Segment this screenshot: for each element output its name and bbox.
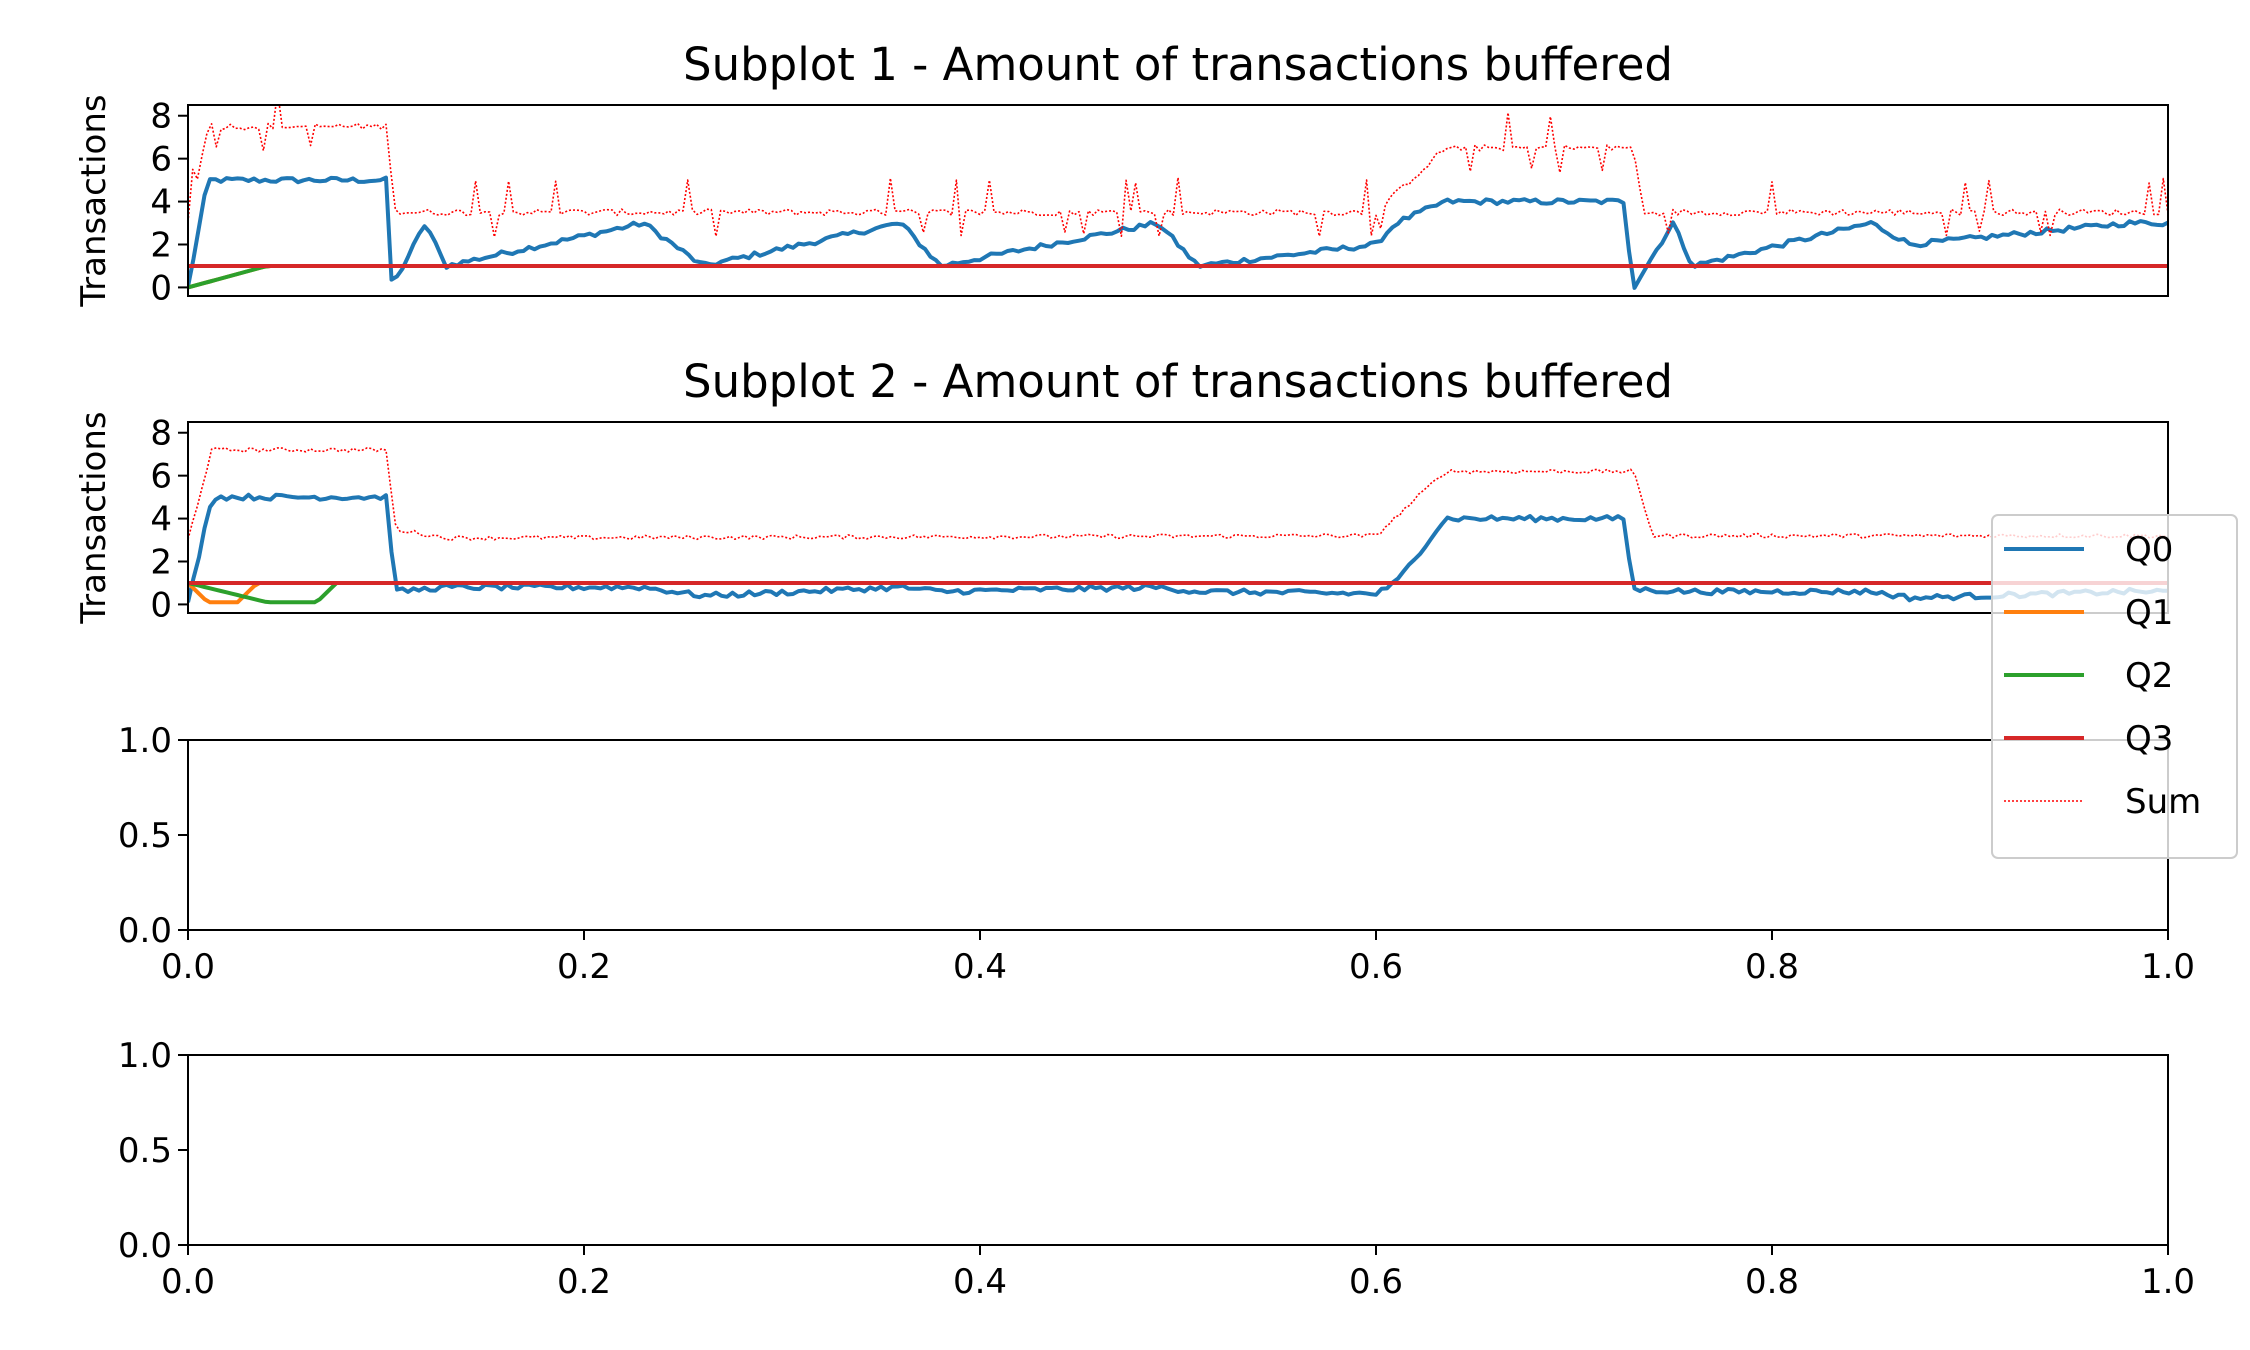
x-tick-label: 1.0 — [2141, 947, 2195, 987]
y-tick-label: 0.5 — [118, 816, 172, 856]
x-tick-label: 0.0 — [161, 1262, 215, 1302]
y-tick-label: 0.0 — [118, 1226, 172, 1266]
y-tick-label: 8 — [150, 97, 172, 137]
subplot-2-series — [188, 447, 2168, 605]
legend-label: Sum — [2125, 782, 2201, 822]
y-tick-label: 0 — [150, 585, 172, 625]
x-tick-label: 0.4 — [953, 1262, 1007, 1302]
legend-label: Q0 — [2125, 530, 2173, 570]
subplot-1-frame — [187, 104, 2169, 297]
legend: Q0 Q1 Q2 Q3 Sum — [1991, 514, 2238, 859]
y-tick-label: 6 — [150, 457, 172, 497]
subplot-2: Subplot 2 - Amount of transactions buffe… — [74, 355, 2169, 625]
x-tick-label: 0.8 — [1745, 947, 1799, 987]
x-tick-label: 0.0 — [161, 947, 215, 987]
y-tick-label: 0 — [150, 268, 172, 308]
legend-item-sum: Sum — [2004, 782, 2201, 822]
y-tick-label: 1.0 — [118, 721, 172, 761]
legend-item-q2: Q2 — [2004, 656, 2173, 696]
y-tick-label: 4 — [150, 500, 172, 540]
y-tick-label: 2 — [150, 542, 172, 582]
series-line-sum — [188, 105, 2168, 238]
y-tick-label: 8 — [150, 414, 172, 454]
subplot-4-frame — [187, 1054, 2169, 1246]
plots-layer: Subplot 1 - Amount of transactions buffe… — [74, 38, 2195, 1302]
legend-label: Q1 — [2125, 593, 2173, 633]
subplot-1-series — [188, 105, 2168, 290]
y-tick-label: 6 — [150, 140, 172, 180]
x-tick-label: 0.2 — [557, 1262, 611, 1302]
y-tick-label: 1.0 — [118, 1036, 172, 1076]
subplot-1: Subplot 1 - Amount of transactions buffe… — [74, 38, 2169, 308]
y-tick-label: 4 — [150, 183, 172, 223]
legend-item-q0: Q0 — [2004, 530, 2173, 570]
series-line-sum — [188, 447, 2168, 541]
y-tick-label: 0.5 — [118, 1131, 172, 1171]
subplot-3: 0.0 0.5 1.0 0.0 0.2 0.4 0.6 0.8 1.0 — [118, 721, 2195, 987]
x-tick-label: 0.6 — [1349, 1262, 1403, 1302]
subplot-2-ylabel: Transactions — [74, 411, 114, 624]
legend-label: Q3 — [2125, 719, 2173, 759]
subplot-4: 0.0 0.5 1.0 0.0 0.2 0.4 0.6 0.8 1.0 — [118, 1036, 2195, 1302]
series-line-q0 — [188, 492, 2168, 603]
legend-item-q1: Q1 — [2004, 593, 2173, 633]
subplot-1-ylabel: Transactions — [74, 94, 114, 307]
series-line-q2 — [188, 264, 2168, 290]
x-tick-label: 1.0 — [2141, 1262, 2195, 1302]
subplot-1-title: Subplot 1 - Amount of transactions buffe… — [683, 38, 1673, 91]
y-tick-label: 0.0 — [118, 911, 172, 951]
legend-box — [1991, 514, 2238, 859]
series-line-q0 — [188, 175, 2168, 290]
legend-label: Q2 — [2125, 656, 2173, 696]
series-line-q1 — [188, 264, 2168, 290]
x-tick-label: 0.4 — [953, 947, 1007, 987]
x-tick-label: 0.8 — [1745, 1262, 1799, 1302]
x-tick-label: 0.6 — [1349, 947, 1403, 987]
y-tick-label: 2 — [150, 225, 172, 265]
legend-item-q3: Q3 — [2004, 719, 2173, 759]
subplot-3-frame — [187, 739, 2169, 931]
x-tick-label: 0.2 — [557, 947, 611, 987]
subplot-2-title: Subplot 2 - Amount of transactions buffe… — [683, 355, 1673, 408]
